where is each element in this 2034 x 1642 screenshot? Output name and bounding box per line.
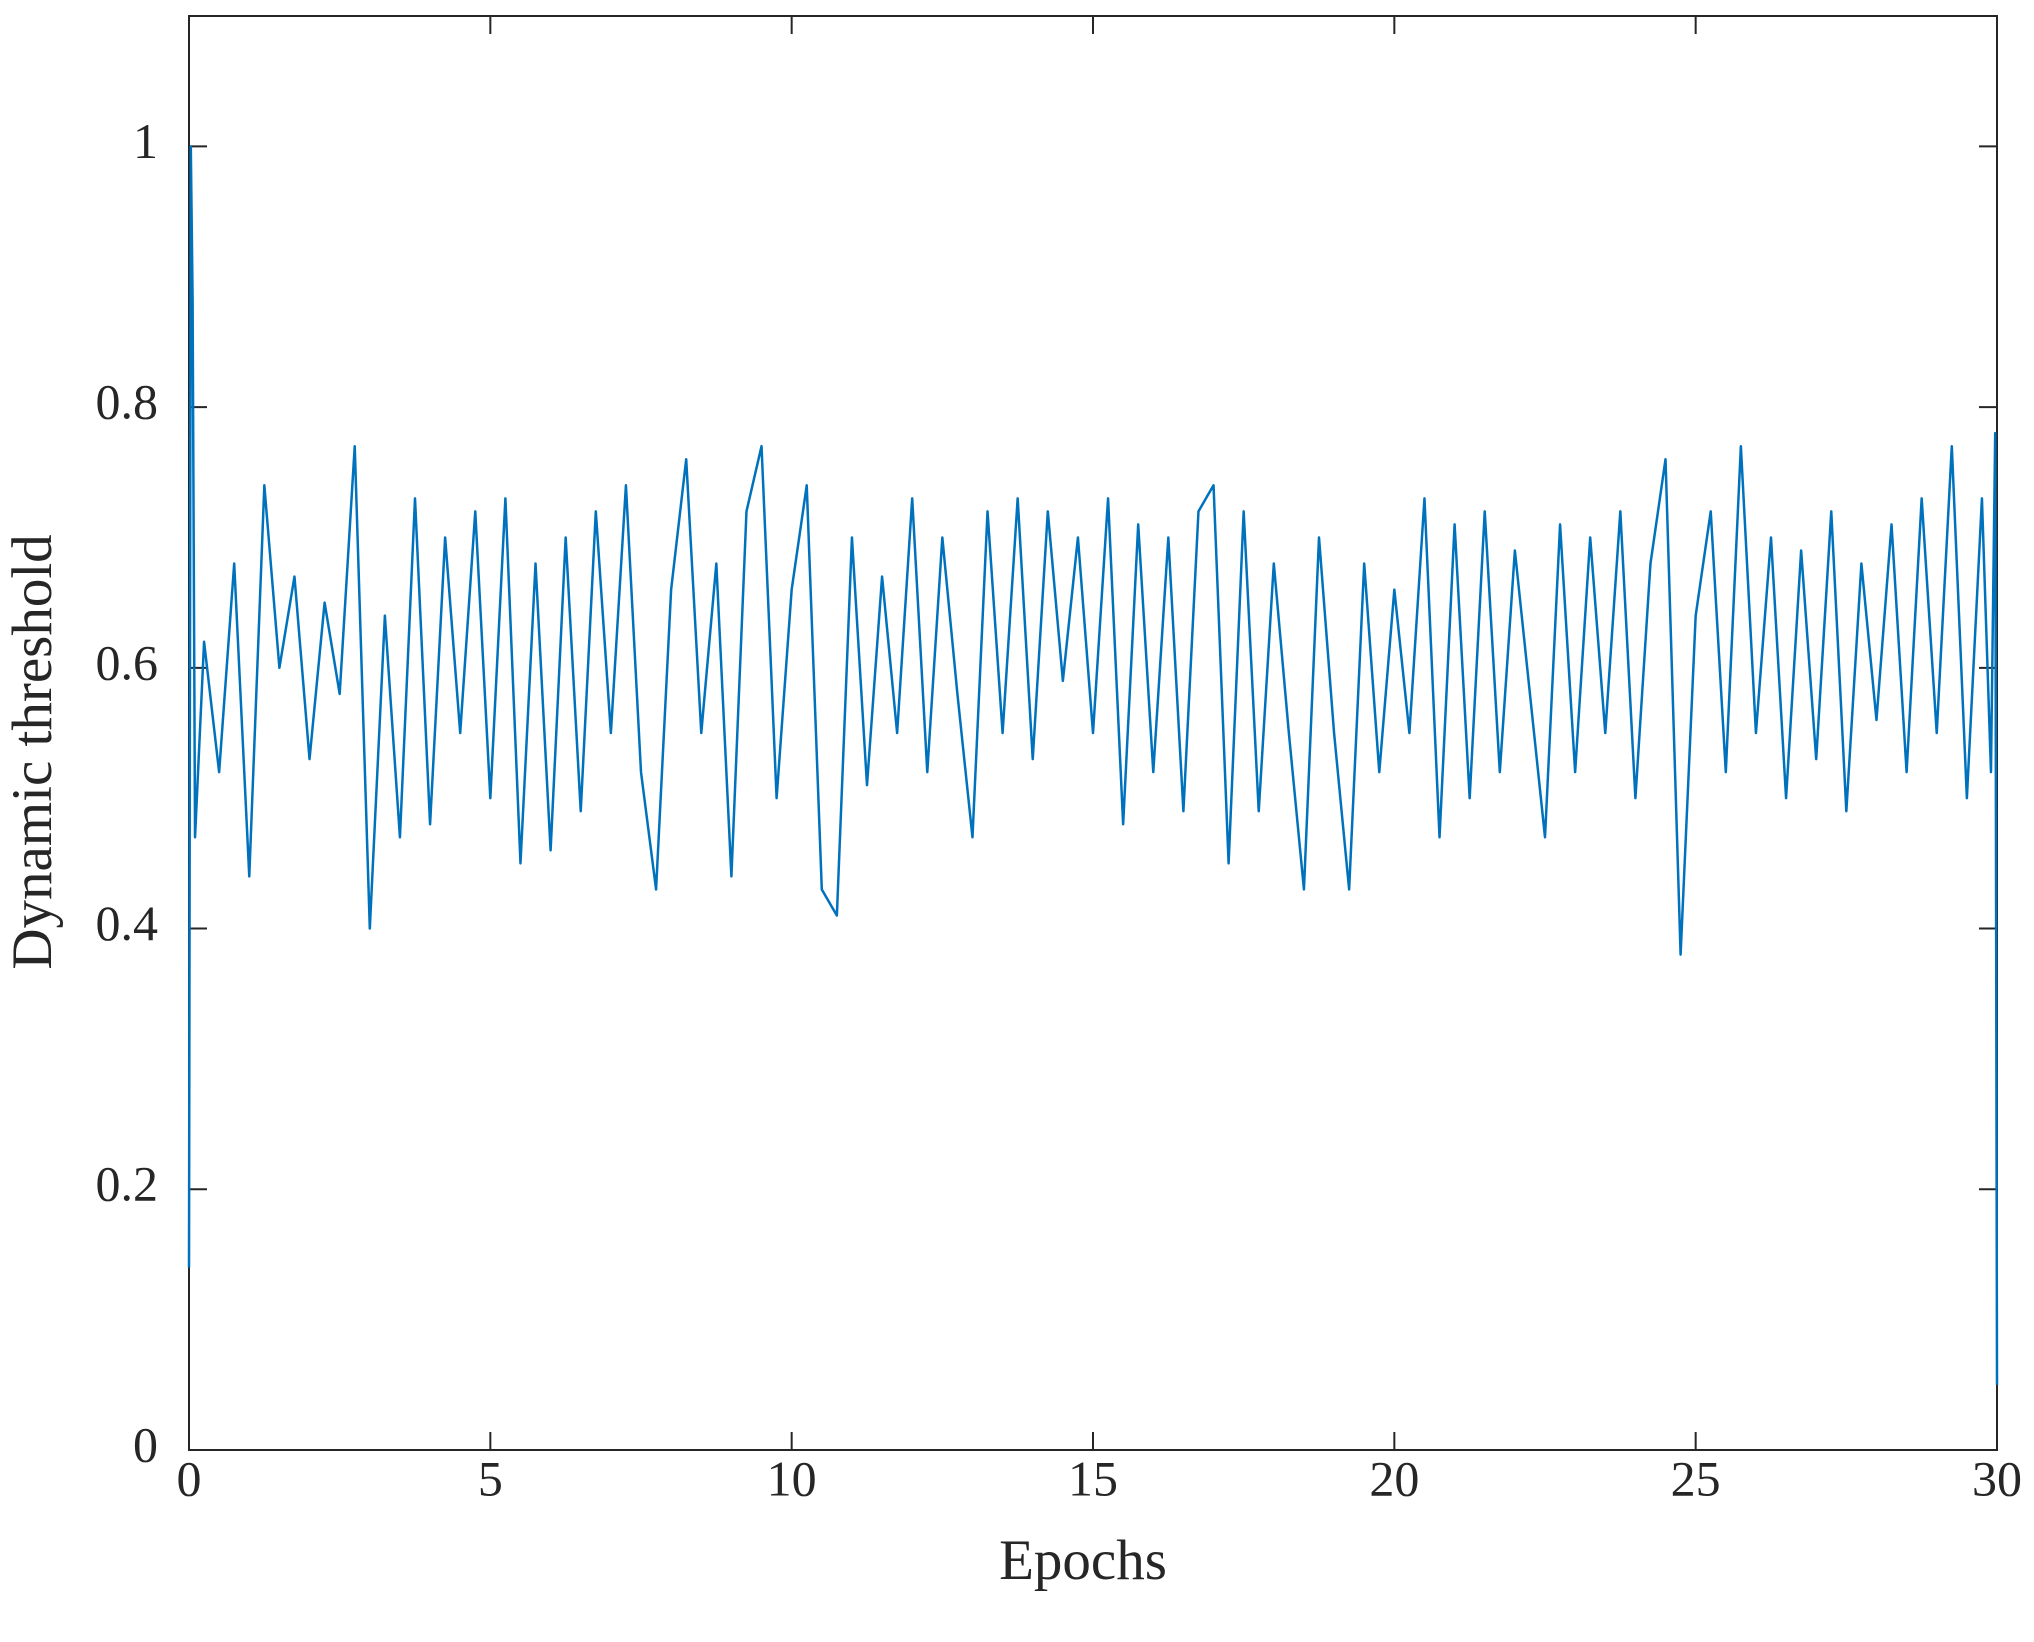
y-tick-label: 1 [133, 113, 158, 169]
x-tick-label: 15 [1068, 1450, 1118, 1506]
y-axis-label: Dynamic threshold [1, 534, 64, 969]
x-tick-label: 25 [1671, 1450, 1721, 1506]
x-tick-label: 20 [1369, 1450, 1419, 1506]
y-tick-label: 0.2 [96, 1156, 159, 1212]
x-tick-label: 0 [177, 1450, 202, 1506]
y-tick-label: 0.6 [96, 634, 159, 690]
x-tick-label: 5 [478, 1450, 503, 1506]
y-tick-label: 0.4 [96, 895, 159, 951]
x-tick-label: 30 [1972, 1450, 2022, 1506]
x-axis-label: Epochs [999, 1529, 1167, 1592]
y-tick-label: 0.8 [96, 374, 159, 430]
y-tick-label: 0 [133, 1416, 158, 1472]
x-tick-label: 10 [767, 1450, 817, 1506]
data-line [187, 145, 1999, 1385]
